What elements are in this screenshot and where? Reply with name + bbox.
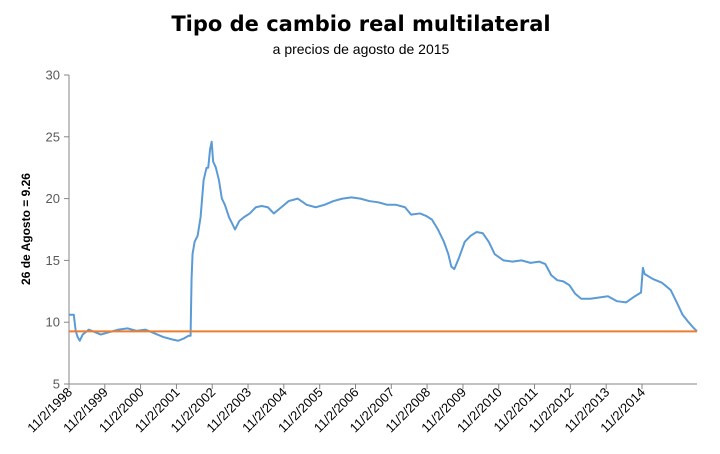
y-tick-label: 5 [53, 377, 60, 392]
y-tick-label: 20 [46, 191, 60, 206]
plot-area [69, 140, 698, 342]
y-tick-label: 15 [46, 253, 60, 268]
y-tick-label: 30 [46, 68, 60, 83]
y-axis-label: 26 de Agosto = 9.26 [19, 173, 33, 285]
exchange-rate-series-line [69, 140, 698, 342]
chart-title: Tipo de cambio real multilateral [171, 12, 550, 36]
y-tick-label: 25 [46, 129, 60, 144]
axes: 5101520253011/2/199811/2/199911/2/200011… [24, 68, 697, 435]
chart-subtitle: a precios de agosto de 2015 [273, 41, 450, 57]
y-tick-label: 10 [46, 315, 60, 330]
